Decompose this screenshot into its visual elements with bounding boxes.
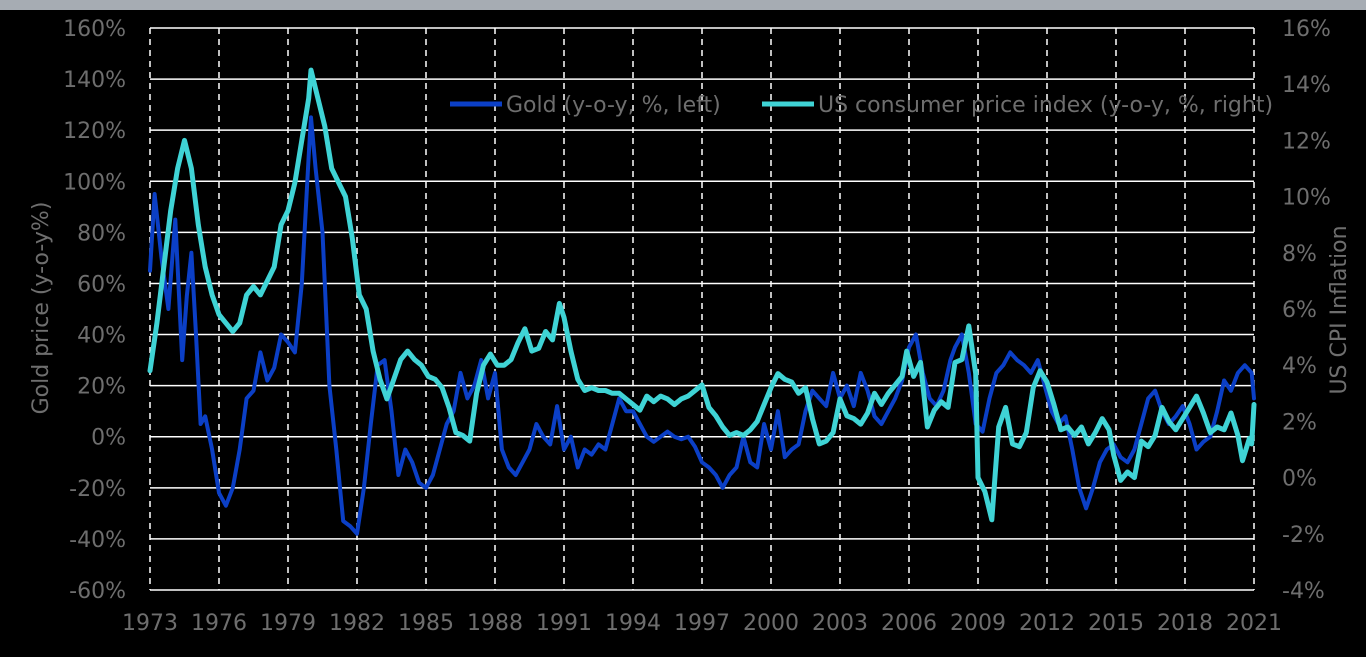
left-tick-label: 140%: [63, 68, 126, 93]
left-axis-label: Gold price (y-o-y%): [29, 202, 54, 415]
series-line-cpi: [147, 67, 1257, 523]
left-tick-label: 120%: [63, 119, 126, 144]
left-tick-label: 20%: [77, 375, 126, 400]
x-tick-label: 1979: [260, 611, 316, 636]
left-tick-label: -60%: [69, 579, 126, 604]
window-top-bar: [0, 0, 1366, 10]
left-tick-label: -40%: [69, 528, 126, 553]
x-tick-label: 1997: [674, 611, 730, 636]
series-layer: [147, 67, 1257, 536]
x-tick-label: 1988: [467, 611, 523, 636]
legend-label-gold: Gold (y-o-y, %, left): [506, 93, 721, 118]
right-tick-label: 10%: [1282, 186, 1331, 211]
right-tick-label: 0%: [1282, 467, 1317, 492]
x-tick-label: 2000: [743, 611, 799, 636]
right-axis-ticks: -4% -2% 0% 2% 4% 6% 8% 10% 12% 14% 16%: [1282, 17, 1331, 604]
x-tick-label: 2018: [1157, 611, 1213, 636]
right-tick-label: -2%: [1282, 523, 1325, 548]
right-tick-label: 12%: [1282, 129, 1331, 154]
right-axis-label: US CPI Inflation: [1327, 225, 1352, 394]
x-tick-label: 2012: [1019, 611, 1075, 636]
legend: Gold (y-o-y, %, left) US consumer price …: [450, 93, 1273, 118]
x-tick-label: 1976: [191, 611, 247, 636]
series-line-gold: [148, 115, 1256, 536]
left-tick-label: 160%: [63, 17, 126, 42]
right-tick-label: 6%: [1282, 298, 1317, 323]
left-tick-label: 60%: [77, 272, 126, 297]
x-tick-label: 1985: [398, 611, 454, 636]
x-tick-label: 1991: [536, 611, 592, 636]
left-tick-label: 100%: [63, 170, 126, 195]
right-tick-label: 8%: [1282, 242, 1317, 267]
x-tick-label: 1973: [122, 611, 178, 636]
x-tick-label: 1982: [329, 611, 385, 636]
right-tick-label: 4%: [1282, 354, 1317, 379]
left-tick-label: 80%: [77, 221, 126, 246]
x-tick-label: 2006: [881, 611, 937, 636]
right-tick-label: -4%: [1282, 579, 1325, 604]
right-tick-label: 16%: [1282, 17, 1331, 42]
left-tick-label: 0%: [91, 426, 126, 451]
x-tick-label: 2015: [1088, 611, 1144, 636]
right-tick-label: 14%: [1282, 73, 1331, 98]
x-tick-label: 2009: [950, 611, 1006, 636]
x-tick-label: 2003: [812, 611, 868, 636]
x-axis-ticks: 1973 1976 1979 1982 1985 1988 1991 1994 1997 2000…: [122, 611, 1282, 636]
left-tick-label: -20%: [69, 477, 126, 502]
x-tick-label: 1994: [605, 611, 661, 636]
x-tick-label: 2021: [1226, 611, 1282, 636]
left-axis-ticks: -60% -40% -20% 0% 20% 40% 60% 80% 100% 120% 140% 16…: [63, 17, 126, 604]
right-tick-label: 2%: [1282, 410, 1317, 435]
left-tick-label: 40%: [77, 324, 126, 349]
legend-label-cpi: US consumer price index (y-o-y, %, right…: [818, 93, 1273, 118]
